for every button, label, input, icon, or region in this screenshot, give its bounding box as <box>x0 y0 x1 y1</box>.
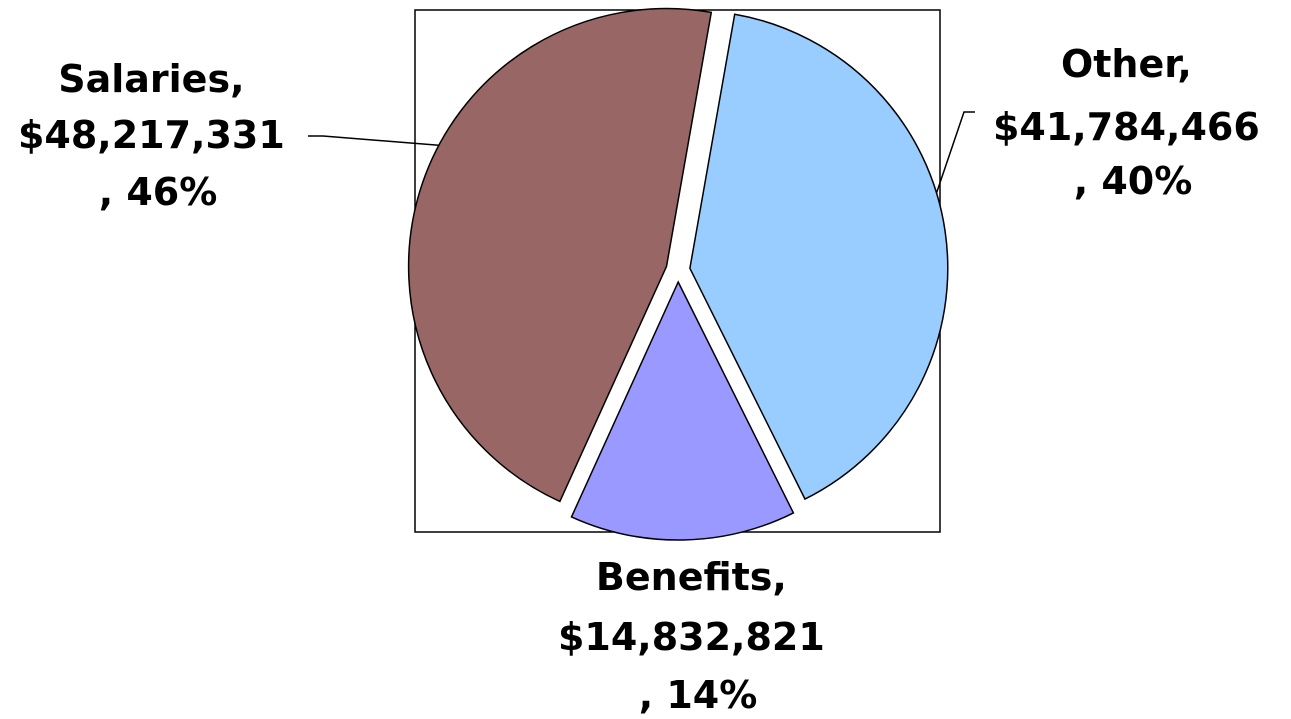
slice-label-benefits: Benefits, $14,832,821 , 14% <box>558 555 838 717</box>
label-benefits-line-2: $14,832,821 <box>558 615 825 659</box>
label-benefits-line-1: Benefits, <box>596 555 787 599</box>
pie-slice-benefits <box>570 280 795 541</box>
label-other-line-3: , 40% <box>1074 159 1193 203</box>
leader-line-salaries <box>308 135 439 147</box>
label-salaries-line-2: $48,217,331 <box>18 113 285 157</box>
label-other-line-2: $41,784,466 <box>993 105 1260 149</box>
pie-slice-other <box>689 13 949 501</box>
label-salaries-line-3: , 46% <box>99 170 218 214</box>
label-salaries-line-1: Salaries, <box>58 57 244 101</box>
leader-lines <box>308 111 975 194</box>
leader-line-other <box>935 111 975 194</box>
slice-label-other: Other, $41,784,466 , 40% <box>993 42 1273 203</box>
pie-slice-salaries <box>407 7 713 503</box>
pie-slices <box>407 7 949 541</box>
label-other-line-1: Other, <box>1061 42 1192 86</box>
label-benefits-line-3: , 14% <box>639 673 758 717</box>
slice-label-salaries: Salaries, $48,217,331 , 46% <box>18 57 298 214</box>
